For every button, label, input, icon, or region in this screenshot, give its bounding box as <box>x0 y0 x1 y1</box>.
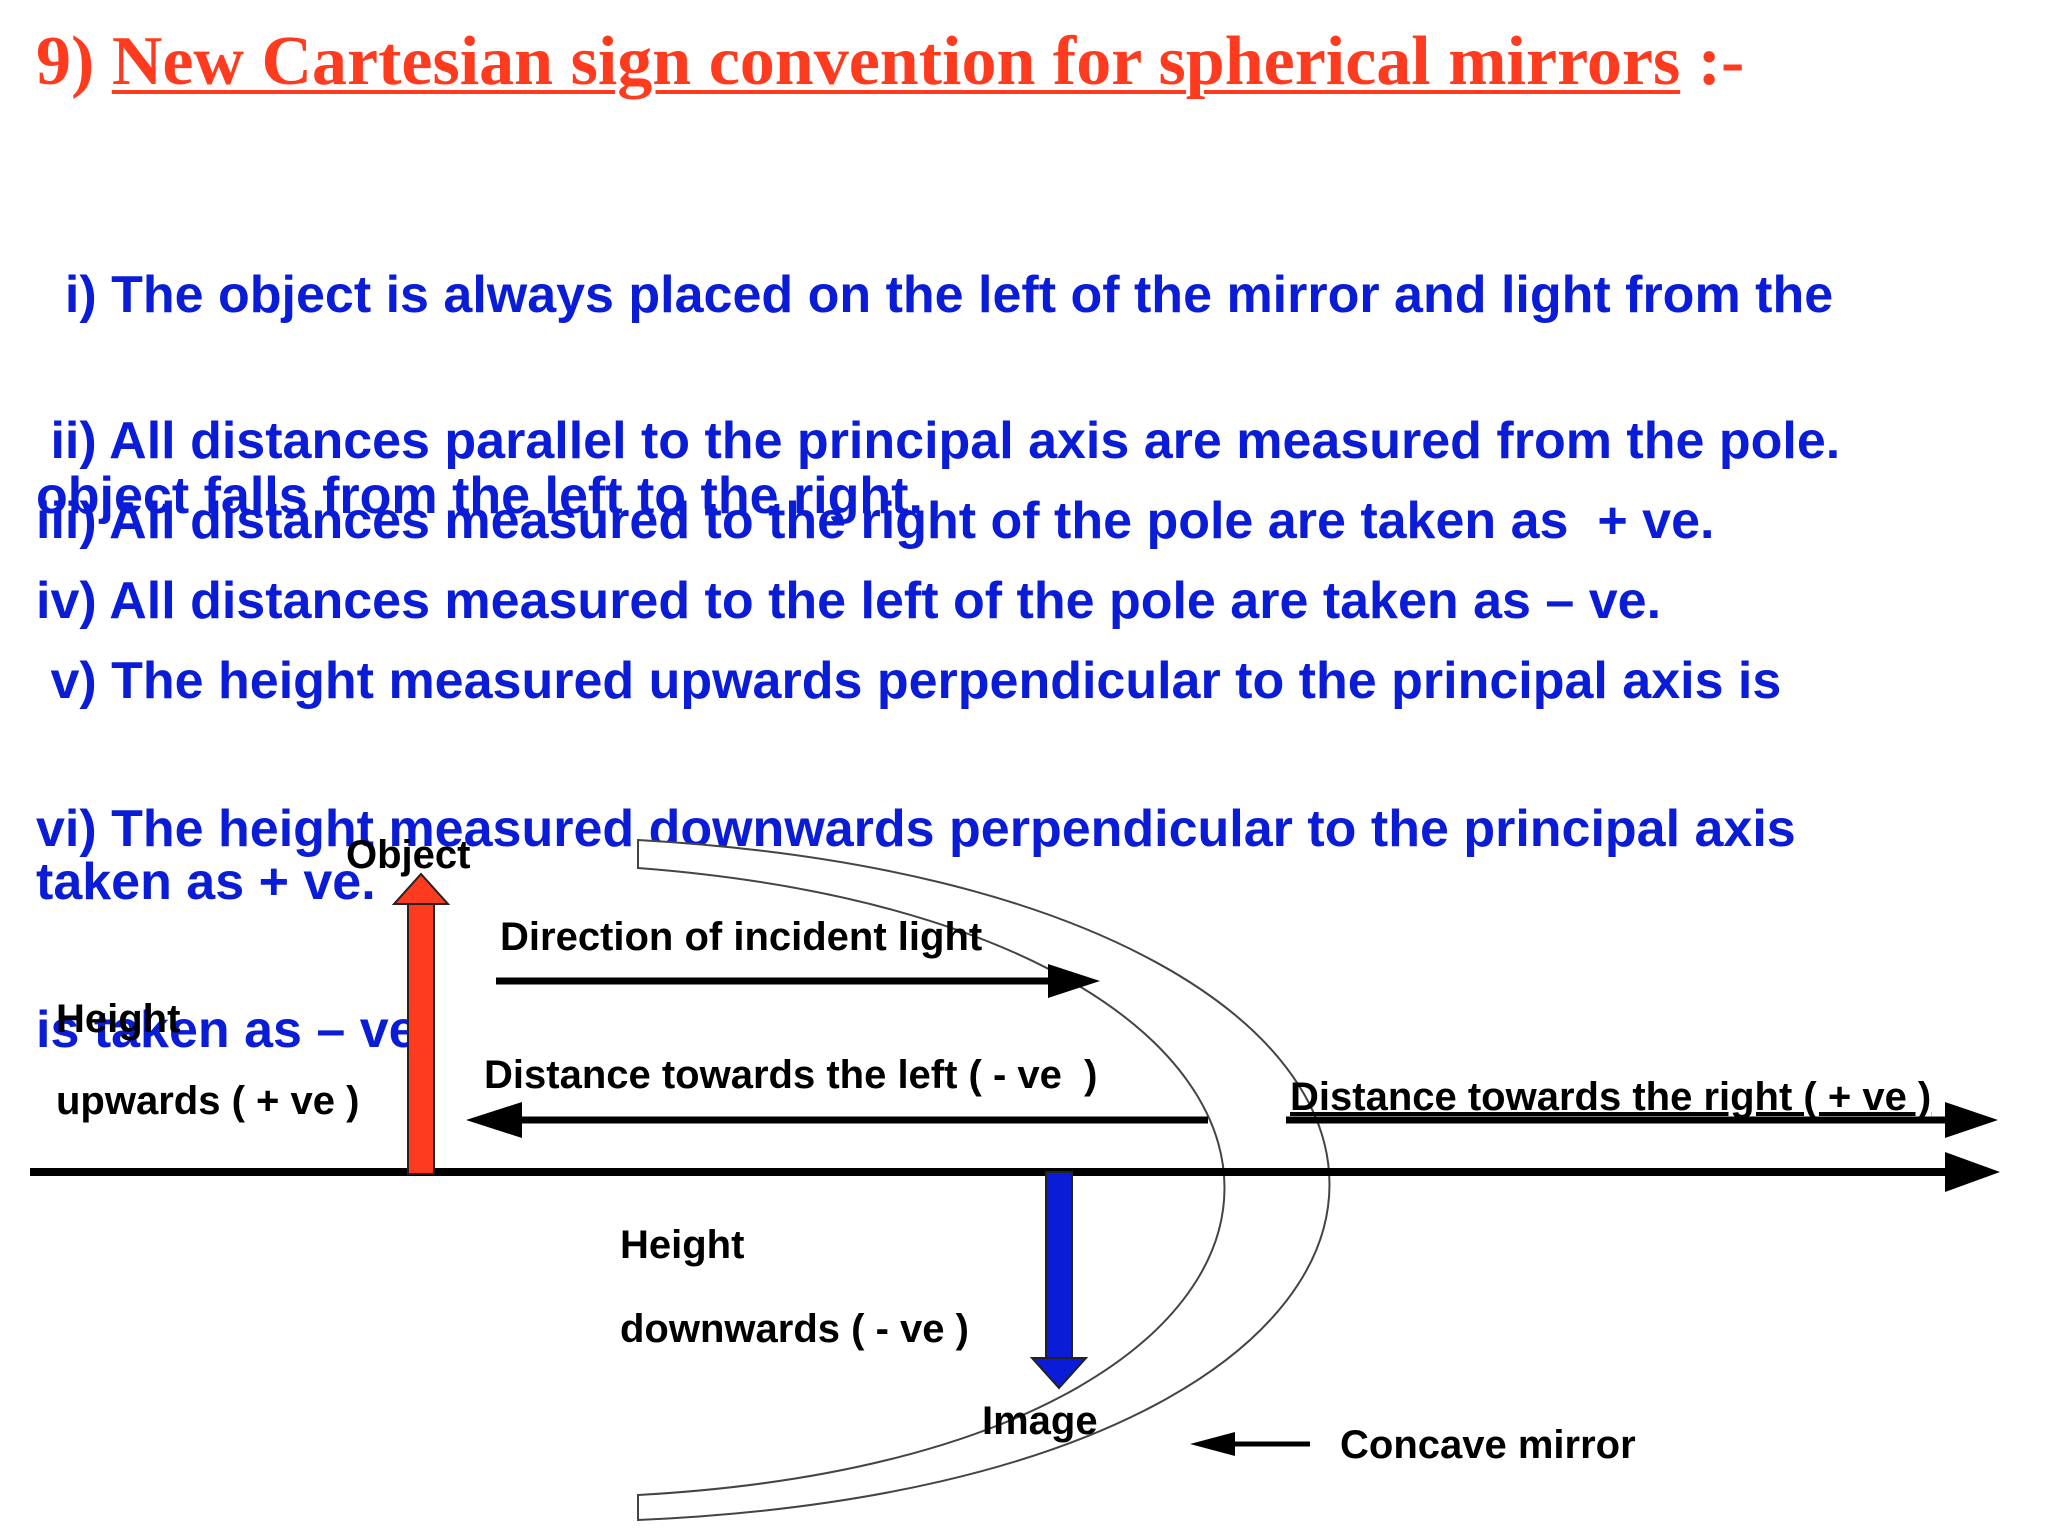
left-distance-label: Distance towards the left ( - ve ) <box>484 1053 1097 1097</box>
image-arrow-head <box>1029 1357 1089 1390</box>
slide-title: 9) New Cartesian sign convention for sph… <box>36 22 1744 102</box>
rule-6-line-1: vi) The height measured downwards perpen… <box>36 800 1796 858</box>
rule-1-line-1: i) The object is always placed on the le… <box>36 266 1834 324</box>
image-label: Image <box>982 1399 1098 1443</box>
rule-4: iv) All distances measured to the left o… <box>36 434 1661 702</box>
title-text: New Cartesian sign convention for spheri… <box>111 23 1681 100</box>
height-up-label-line-1: Height <box>56 997 180 1041</box>
height-down-label-line-1: Height <box>620 1223 744 1267</box>
title-suffix: :- <box>1697 23 1745 100</box>
mirror-pointer-arrowhead <box>1190 1432 1235 1456</box>
object-label: Object <box>346 833 470 877</box>
incident-light-arrowhead <box>1048 964 1100 998</box>
object-arrow-shaft <box>407 901 435 1175</box>
concave-mirror <box>637 838 1331 1522</box>
height-up-label-line-2: upwards ( + ve ) <box>56 1079 359 1123</box>
title-number: 9) <box>36 23 95 100</box>
right-distance-label: Distance towards the right ( + ve ) <box>1290 1075 1931 1119</box>
left-distance-arrowhead <box>466 1102 522 1138</box>
height-down-label-line-2: downwards ( - ve ) <box>620 1307 969 1351</box>
principal-axis-arrowhead <box>1945 1152 2000 1192</box>
rule-3: iii) All distances measured to the right… <box>36 354 1714 622</box>
image-arrow-shaft <box>1045 1171 1073 1361</box>
rule-6: vi) The height measured downwards perpen… <box>36 662 1796 1131</box>
object-arrow-head <box>391 872 451 905</box>
rule-5-line-2: taken as + ve. <box>36 853 376 911</box>
incident-light-label: Direction of incident light <box>500 915 982 959</box>
sign-convention-diagram: Object Direction of incident light Heigh… <box>30 833 2000 1522</box>
rule-5: v) The height measured upwards perpendic… <box>36 514 1781 983</box>
rule-2: ii) All distances parallel to the princi… <box>36 274 1840 542</box>
rule-1: i) The object is always placed on the le… <box>36 128 1833 597</box>
concave-mirror-label: Concave mirror <box>1340 1423 1636 1467</box>
rule-2-line-1: ii) All distances parallel to the princi… <box>36 412 1841 470</box>
rule-4-line-1: iv) All distances measured to the left o… <box>36 572 1662 630</box>
rule-5-line-1: v) The height measured upwards perpendic… <box>36 652 1782 710</box>
rule-3-line-1: iii) All distances measured to the right… <box>36 492 1715 550</box>
rule-1-line-2: object falls from the left to the right. <box>36 467 923 525</box>
right-distance-arrowhead <box>1945 1102 1998 1138</box>
